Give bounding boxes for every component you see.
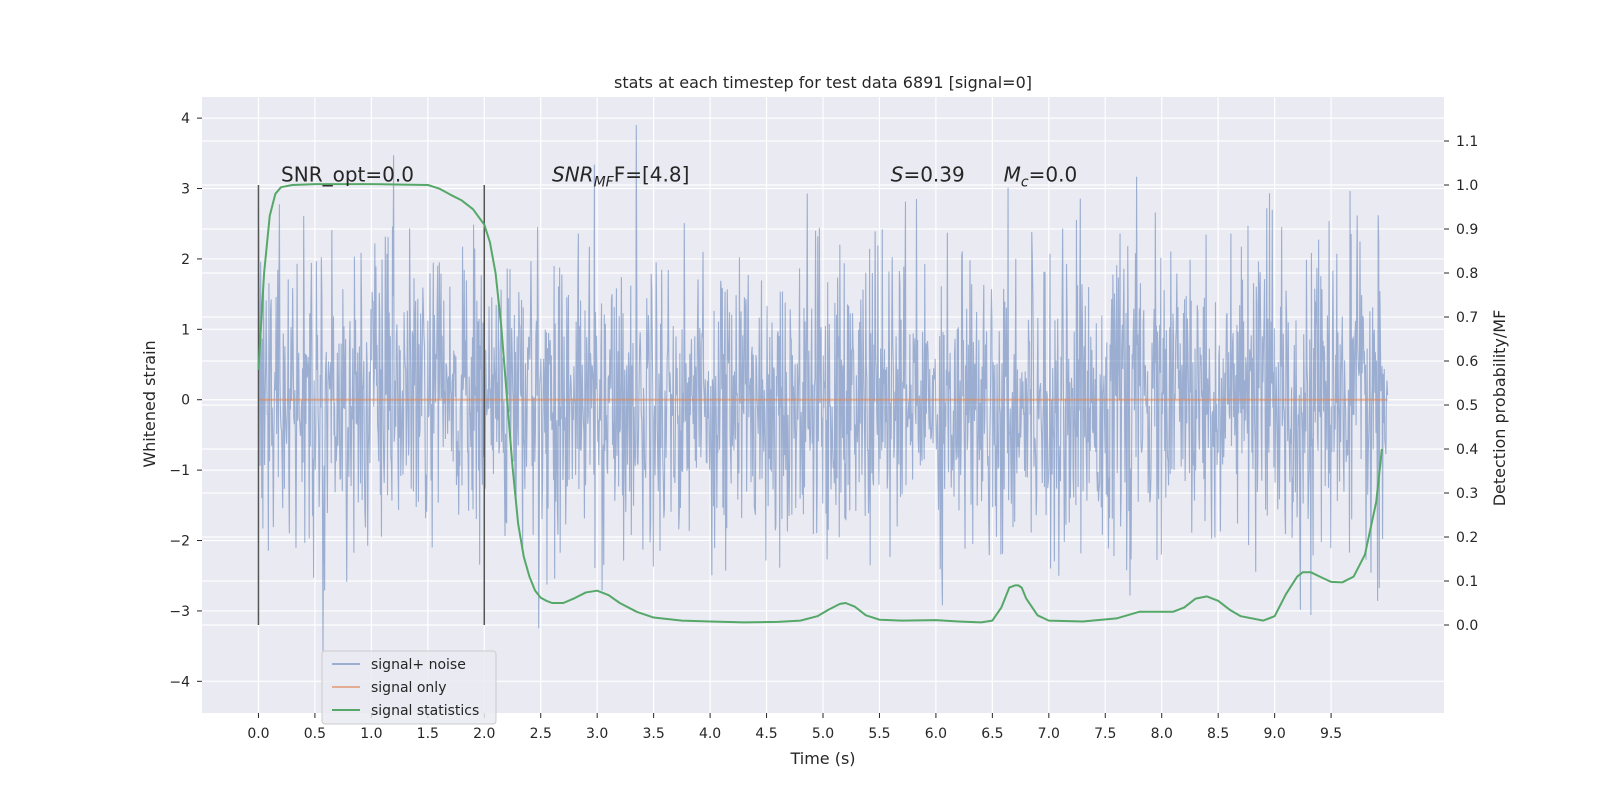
x-tick-label: 4.5	[755, 726, 777, 742]
series-signal-plus-noise	[257, 125, 1389, 651]
annotation-1: SNRMFF=[4.8]	[552, 162, 689, 190]
x-tick-label: 0.5	[304, 726, 326, 742]
x-tick-label: 3.5	[643, 726, 665, 742]
x-tick-label: 0.0	[247, 726, 269, 742]
y2-tick-label: 0.3	[1456, 486, 1478, 502]
y-tick-label: 1	[181, 322, 190, 338]
y-tick-label: −1	[169, 463, 190, 479]
annotation-3: Mc=0.0	[1004, 162, 1078, 190]
x-tick-label: 8.5	[1207, 726, 1229, 742]
y-tick-label: 4	[181, 111, 190, 127]
legend: signal+ noise signal only signal statist…	[321, 650, 497, 725]
series-signal-statistics	[257, 183, 1383, 624]
x-tick-label: 5.0	[812, 726, 834, 742]
legend-label-signal-statistics: signal statistics	[371, 703, 479, 719]
annotation-0: SNR_opt=0.0	[281, 162, 414, 186]
y2-tick-label: 0.9	[1456, 222, 1478, 238]
y2-axis-label: Detection probability/MF	[1490, 310, 1509, 507]
y2-tick-label: 1.1	[1456, 134, 1478, 150]
y2-tick-label: 1.0	[1456, 178, 1478, 194]
x-tick-label: 6.0	[925, 726, 947, 742]
signal-plus-noise-line	[257, 125, 1389, 651]
y2-tick-label: 0.1	[1456, 574, 1478, 590]
chart-title: stats at each timestep for test data 689…	[614, 73, 1032, 92]
y2-tick-label: 0.2	[1456, 530, 1478, 546]
vertical-markers	[257, 185, 486, 625]
x-tick-label: 7.0	[1038, 726, 1060, 742]
x-tick-label: 1.0	[360, 726, 382, 742]
x-tick-label: 9.5	[1320, 726, 1342, 742]
y2-axis-ticks: 1.1 1.0 0.9 0.8 0.7 0.6 0.5 0.4 0.3 0.2 0.1 0.0	[1444, 134, 1478, 634]
annotations: SNR_opt=0.0 SNRMFF=[4.8] S=0.39 Mc=0.0	[281, 162, 1077, 190]
y-axis-ticks: 4 3 2 1 0 −1 −2 −3 −4	[169, 111, 202, 690]
legend-box	[321, 650, 497, 725]
y2-tick-label: 0.7	[1456, 310, 1478, 326]
x-tick-label: 2.5	[530, 726, 552, 742]
legend-label-signal-plus-noise: signal+ noise	[371, 657, 466, 673]
y-tick-label: −3	[169, 604, 190, 620]
y2-tick-label: 0.0	[1456, 618, 1478, 634]
y2-tick-label: 0.4	[1456, 442, 1478, 458]
y2-tick-label: 0.5	[1456, 398, 1478, 414]
y-tick-label: 3	[181, 182, 190, 198]
signal-statistics-line	[257, 183, 1383, 624]
y2-tick-label: 0.8	[1456, 266, 1478, 282]
x-tick-label: 2.0	[473, 726, 495, 742]
x-axis-label: Time (s)	[789, 749, 855, 768]
y-axis-label: Whitened strain	[140, 340, 159, 467]
legend-label-signal-only: signal only	[371, 680, 446, 696]
y-tick-label: 2	[181, 252, 190, 268]
x-tick-label: 8.0	[1151, 726, 1173, 742]
x-tick-label: 4.0	[699, 726, 721, 742]
x-tick-label: 5.5	[868, 726, 890, 742]
x-tick-label: 9.0	[1264, 726, 1286, 742]
x-tick-label: 6.5	[981, 726, 1003, 742]
y-tick-label: −4	[169, 674, 190, 690]
x-axis-ticks: 0.0 0.5 1.0 1.5 2.0 2.5 3.0 3.5 4.0 4.5 5.0 5.5 6.0 6…	[247, 713, 1342, 742]
x-tick-label: 3.0	[586, 726, 608, 742]
y-tick-label: 0	[181, 393, 190, 409]
y2-tick-label: 0.6	[1456, 354, 1478, 370]
y-tick-label: −2	[169, 534, 190, 550]
x-tick-label: 7.5	[1094, 726, 1116, 742]
x-tick-label: 1.5	[417, 726, 439, 742]
annotation-2: S=0.39	[891, 162, 965, 186]
